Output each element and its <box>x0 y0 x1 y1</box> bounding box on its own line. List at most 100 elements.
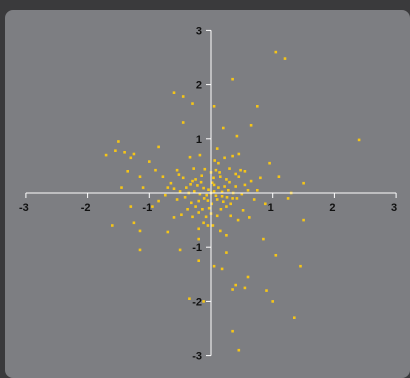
data-point <box>193 190 196 193</box>
data-point <box>268 161 271 165</box>
data-point <box>207 188 210 191</box>
data-point <box>357 138 361 142</box>
data-point <box>271 300 274 303</box>
data-point <box>172 187 176 190</box>
data-point <box>214 194 218 197</box>
data-point <box>212 176 215 180</box>
data-point <box>175 198 179 201</box>
data-point <box>211 224 215 227</box>
data-point <box>219 229 222 233</box>
data-point <box>228 180 231 184</box>
data-point <box>274 50 278 54</box>
data-point <box>207 206 211 210</box>
data-point <box>243 183 247 187</box>
data-point <box>111 224 114 227</box>
data-point <box>181 121 185 124</box>
data-point <box>222 200 225 203</box>
data-point <box>214 168 218 172</box>
data-point <box>178 248 182 252</box>
data-point <box>225 205 228 208</box>
data-point <box>129 156 133 160</box>
x-tick-label: -1 <box>142 202 152 214</box>
x-tick-label: -2 <box>81 202 91 214</box>
data-point <box>138 229 142 233</box>
data-point <box>235 134 239 138</box>
data-point <box>202 197 206 200</box>
data-point <box>114 149 117 152</box>
data-point <box>164 193 167 197</box>
data-point <box>231 197 234 200</box>
data-point <box>212 183 216 187</box>
data-point <box>231 288 234 291</box>
data-point <box>212 105 216 108</box>
data-point <box>228 167 231 170</box>
data-point <box>259 176 262 180</box>
data-point <box>199 180 203 184</box>
data-point <box>256 189 259 192</box>
data-point <box>241 209 245 212</box>
y-tick-label: -2 <box>192 296 202 308</box>
data-point <box>192 167 195 170</box>
data-point <box>234 283 237 287</box>
x-tick-label: -3 <box>19 202 29 214</box>
data-point <box>236 218 240 222</box>
data-point <box>197 199 200 203</box>
data-point <box>203 167 207 171</box>
data-point <box>262 237 265 241</box>
data-point <box>302 218 305 222</box>
data-point <box>237 152 241 156</box>
data-point <box>151 205 154 208</box>
data-point <box>231 77 234 81</box>
data-point <box>299 264 302 268</box>
y-tick-label: -1 <box>192 242 202 254</box>
data-point <box>225 178 228 181</box>
data-point <box>283 57 287 60</box>
data-point <box>141 186 145 189</box>
data-point <box>189 183 192 186</box>
data-point <box>234 172 237 176</box>
data-point <box>172 216 176 219</box>
data-point <box>217 186 220 189</box>
data-point <box>293 316 296 319</box>
data-point <box>229 202 232 206</box>
data-point <box>190 201 193 205</box>
data-point <box>148 160 151 163</box>
data-point <box>157 199 160 203</box>
data-point <box>246 275 250 279</box>
data-point <box>104 153 108 157</box>
data-point <box>202 186 205 190</box>
data-point <box>249 179 253 183</box>
data-point <box>237 348 241 352</box>
data-point <box>191 102 194 105</box>
data-point <box>154 168 157 172</box>
data-point <box>248 216 251 219</box>
data-point <box>215 214 219 218</box>
data-point <box>166 186 170 189</box>
data-point <box>249 124 253 127</box>
data-point <box>180 213 183 216</box>
data-point <box>225 196 229 199</box>
data-point <box>265 289 268 292</box>
data-point <box>138 175 142 178</box>
data-point <box>235 197 239 200</box>
axes <box>25 30 397 356</box>
data-point <box>132 221 136 225</box>
data-point <box>181 176 185 180</box>
data-point <box>220 190 224 194</box>
data-point <box>215 147 219 150</box>
data-point <box>205 193 208 197</box>
data-point <box>252 198 256 201</box>
data-point <box>218 171 221 174</box>
data-point <box>302 181 305 185</box>
data-point <box>243 286 247 290</box>
data-point <box>223 185 226 188</box>
data-point <box>123 151 126 154</box>
data-point <box>172 91 176 94</box>
data-point <box>222 126 225 130</box>
data-point <box>197 211 200 214</box>
data-point <box>201 208 204 211</box>
data-point <box>217 161 220 165</box>
x-tick-label: 3 <box>391 202 397 214</box>
y-tick-label: 2 <box>196 80 202 92</box>
data-point <box>215 198 219 201</box>
